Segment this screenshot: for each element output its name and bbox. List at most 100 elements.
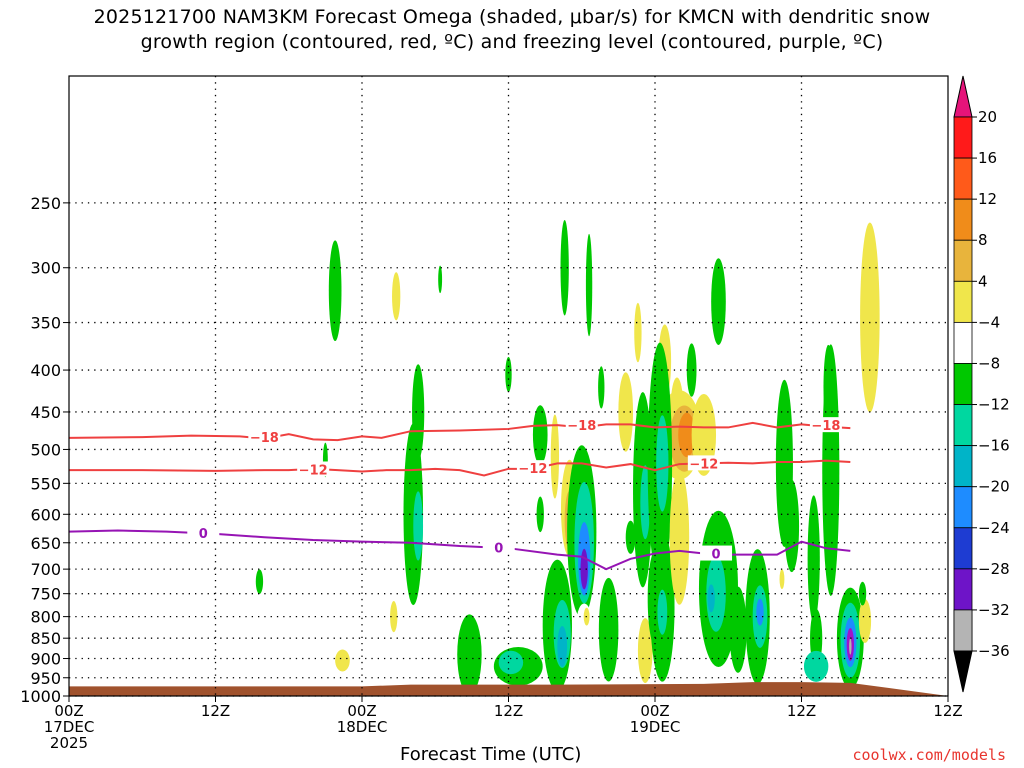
omega-cell [803,650,829,682]
colorbar-top-arrow [953,75,973,118]
omega-cell [829,520,837,543]
colorbar-tick-label: 12 [978,190,997,208]
contour-label-bg [687,455,720,471]
y-tick-label: 350 [30,314,61,333]
x-tick-label: 17DEC [44,718,95,736]
colorbar-swatch [953,404,973,447]
colorbar-tick-label: 8 [978,231,988,249]
contour-label: −12 [689,457,718,472]
omega-cell [657,589,668,635]
omega-cell [756,598,764,626]
contour-label-bg [516,460,549,476]
contour-label-bg [248,429,281,445]
y-tick-label: 750 [30,585,61,604]
y-tick-label: 500 [30,440,61,459]
y-tick-label: 400 [30,361,61,380]
colorbar-swatch [953,239,973,282]
colorbar-swatch [953,568,973,611]
colorbar-swatch [953,486,973,529]
colorbar-tick-label: −32 [978,601,1010,619]
omega-cell [536,496,544,533]
y-tick-label: 300 [30,259,61,278]
chart-title-line-2: growth region (contoured, red, ºC) and f… [140,31,884,53]
y-tick-label: 450 [30,403,61,422]
omega-cell [505,356,512,393]
colorbar-tick-label: −24 [978,519,1010,537]
omega-cell [858,581,867,606]
colorbar-tick-label: −20 [978,478,1010,496]
x-tick-label: 00Z [54,702,83,720]
omega-cell [412,364,425,460]
colorbar-swatch [953,321,973,364]
contour-label: −18 [811,419,840,434]
x-tick-label: 00Z [347,702,376,720]
omega-cell [328,240,342,342]
omega-cell [335,649,350,672]
colorbar-tick-label: 16 [978,149,997,167]
contour-label: −12 [299,463,328,478]
omega-cell [860,222,880,413]
x-tick-label: 18DEC [337,718,388,736]
omega-cell [706,555,726,632]
omega-cell [598,366,605,409]
x-tick-label: 00Z [640,702,669,720]
omega-cell [498,650,524,675]
contour-label-bg [809,417,842,433]
contour-label-bg [700,545,733,561]
colorbar-bottom-arrow [953,650,973,693]
colorbar-tick-label: −36 [978,642,1010,660]
contour-label: −18 [567,419,596,434]
omega-cell [392,272,401,321]
x-axis-title: Forecast Time (UTC) [400,744,582,765]
contour-label: −12 [518,462,547,477]
omega-cell [560,220,569,316]
omega-cell [686,343,697,397]
omega-cell [637,618,653,683]
y-tick-label: 950 [30,669,61,688]
omega-cell [707,584,715,613]
contour-label-bg [187,524,220,540]
omega-cell [598,577,619,682]
colorbar-swatch [953,445,973,488]
contour-label: −18 [250,431,279,446]
colorbar-swatch [953,280,973,323]
colorbar-tick-label: 20 [978,108,997,126]
omega-cell [557,625,568,667]
omega-cell [779,569,785,590]
contour-label: 0 [712,548,721,563]
omega-cell [669,469,690,605]
omega-cell [823,344,834,430]
omega-cell [457,614,482,695]
colorbar-tick-label: −4 [978,313,1000,331]
y-tick-label: 700 [30,560,61,579]
y-tick-label: 650 [30,534,61,553]
omega-cell [413,491,424,561]
contour-label-bg [297,461,330,477]
omega-cell [550,414,560,499]
omega-cell [532,405,548,465]
omega-cell [438,265,443,294]
colorbar-tick-label: −12 [978,396,1010,414]
colorbar-tick-label: −16 [978,437,1010,455]
terrain-surface [69,682,948,696]
omega-cell [858,599,872,644]
y-tick-label: 850 [30,629,61,648]
colorbar-swatch [953,157,973,200]
omega-cell [729,586,747,673]
contour-line [69,421,851,442]
y-tick-label: 600 [30,505,61,524]
omega-cell [585,233,593,337]
colorbar-swatch [953,116,973,159]
omega-cell [807,495,820,623]
y-tick-label: 250 [30,194,61,213]
colorbar-tick-label: 4 [978,272,988,290]
omega-cell [618,372,634,452]
omega-cell [849,638,852,655]
contour-label: 0 [199,527,208,542]
contour-label-bg [565,417,598,433]
colorbar-tick-label: −8 [978,354,1000,372]
x-tick-label: 12Z [933,702,962,720]
x-tick-label: 12Z [201,702,230,720]
site-credit: coolwx.com/models [852,746,1006,764]
